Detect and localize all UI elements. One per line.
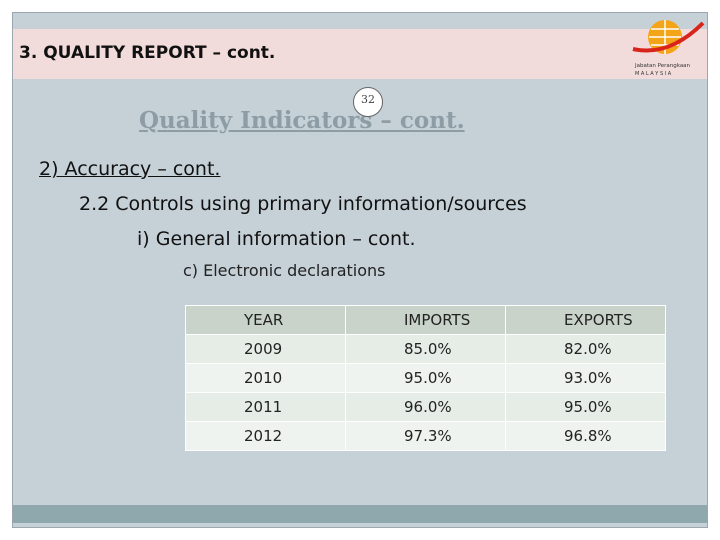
table-cell: 82.0% <box>505 334 666 364</box>
column-header: YEAR <box>185 305 346 335</box>
table-cell: 96.0% <box>345 392 506 422</box>
page-number: 32 <box>353 87 383 117</box>
outline-item: i) General information – cont. <box>137 228 416 250</box>
logo-grid <box>649 20 681 54</box>
logo: Jabatan Perangkaan M A L A Y S I A <box>632 20 705 77</box>
table-cell: 96.8% <box>505 421 666 451</box>
header-title: 3. QUALITY REPORT – cont. <box>19 43 276 63</box>
table-cell: 97.3% <box>345 421 506 451</box>
subtitle: Quality Indicators – cont. <box>139 107 465 134</box>
table-row: 2012 97.3% 96.8% <box>185 421 666 451</box>
logo-swoosh <box>632 21 705 53</box>
table-cell: 2010 <box>185 363 346 393</box>
table-cell: 95.0% <box>345 363 506 393</box>
table-cell: 85.0% <box>345 334 506 364</box>
outline-item: 2.2 Controls using primary information/s… <box>79 193 527 215</box>
column-header: EXPORTS <box>505 305 666 335</box>
logo-country: M A L A Y S I A <box>635 71 672 77</box>
table-cell: 2011 <box>185 392 346 422</box>
outline-item: 2) Accuracy – cont. <box>39 158 221 180</box>
table-cell: 2009 <box>185 334 346 364</box>
table-row: 2009 85.0% 82.0% <box>185 334 666 364</box>
table-cell: 93.0% <box>505 363 666 393</box>
header-band <box>13 29 707 79</box>
table-cell: 2012 <box>185 421 346 451</box>
header-row: YEAR IMPORTS EXPORTS <box>185 305 666 335</box>
logo-name: Jabatan Perangkaan <box>634 63 691 69</box>
slide: 3. QUALITY REPORT – cont. Jabatan Perang… <box>12 12 708 528</box>
column-header: IMPORTS <box>345 305 506 335</box>
table-cell: 95.0% <box>505 392 666 422</box>
table: YEAR IMPORTS EXPORTS 2009 85.0% 82.0% 2010 95.0… <box>185 305 666 451</box>
footer-bar <box>13 505 707 523</box>
outline-item: c) Electronic declarations <box>183 261 386 280</box>
table-row: 2011 96.0% 95.0% <box>185 392 666 422</box>
table-row: 2010 95.0% 93.0% <box>185 363 666 393</box>
